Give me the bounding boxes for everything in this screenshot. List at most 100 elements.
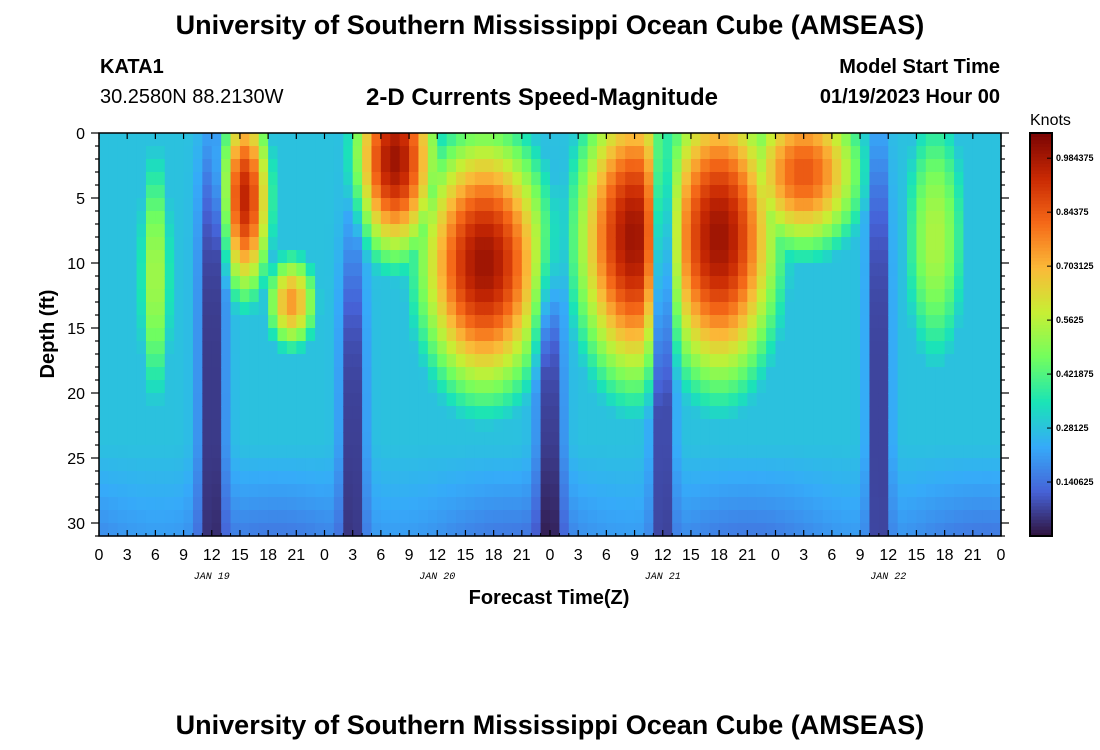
heat-cell <box>559 211 570 225</box>
heat-cell <box>493 276 504 290</box>
heat-cell <box>315 445 326 459</box>
heat-cell <box>634 328 645 342</box>
heat-cell <box>174 224 185 238</box>
heat-cell <box>305 224 316 238</box>
heat-cell <box>709 263 720 277</box>
heat-cell <box>803 393 814 407</box>
heat-cell <box>380 185 391 199</box>
heat-cell <box>813 276 824 290</box>
heat-cell <box>315 276 326 290</box>
heat-cell <box>268 432 279 446</box>
heat-cell <box>672 172 683 186</box>
heat-cell <box>822 458 833 472</box>
colorbar-segment <box>1030 374 1052 379</box>
heat-cell <box>803 263 814 277</box>
heat-cell <box>681 484 692 498</box>
heat-cell <box>606 146 617 160</box>
heat-cell <box>164 341 175 355</box>
heat-cell <box>972 406 983 420</box>
heat-cell <box>99 302 109 316</box>
colorbar-segment <box>1030 284 1052 289</box>
heat-cell <box>803 484 814 498</box>
heat-cell <box>719 497 730 511</box>
heat-cell <box>155 445 166 459</box>
heat-cell <box>174 302 185 316</box>
heat-cell <box>503 237 514 251</box>
heat-cell <box>446 289 457 303</box>
heat-cell <box>343 471 354 485</box>
heat-cell <box>427 289 438 303</box>
heat-cell <box>305 354 316 368</box>
heat-cell <box>305 406 316 420</box>
heat-cell <box>559 523 570 537</box>
heat-cell <box>239 419 250 433</box>
heat-cell <box>662 198 673 212</box>
heat-cell <box>662 419 673 433</box>
heat-cell <box>860 289 871 303</box>
heat-cell <box>230 263 241 277</box>
heat-cell <box>587 354 598 368</box>
heat-cell <box>221 133 232 147</box>
heat-cell <box>211 419 222 433</box>
heat-cell <box>324 289 335 303</box>
heat-cell <box>559 172 570 186</box>
heat-cell <box>474 146 485 160</box>
heat-cell <box>944 263 955 277</box>
heat-cell <box>672 458 683 472</box>
heat-cell <box>681 510 692 524</box>
heat-cell <box>784 497 795 511</box>
heat-cell <box>813 185 824 199</box>
heat-cell <box>550 263 560 277</box>
heat-cell <box>803 432 814 446</box>
heat-cell <box>878 211 889 225</box>
heat-cell <box>860 432 871 446</box>
heat-cell <box>766 224 777 238</box>
heat-cell <box>728 302 739 316</box>
heat-cell <box>916 133 927 147</box>
heat-cell <box>174 289 185 303</box>
heat-cell <box>907 432 918 446</box>
heat-cell <box>540 432 551 446</box>
heat-cell <box>794 211 805 225</box>
heat-cell <box>822 484 833 498</box>
heat-cell <box>709 367 720 381</box>
heat-cell <box>371 523 382 537</box>
heat-cell <box>860 523 871 537</box>
heat-cell <box>446 471 457 485</box>
heat-cell <box>390 458 401 472</box>
heat-cell <box>615 211 626 225</box>
heat-cell <box>728 445 739 459</box>
heat-cell <box>136 471 147 485</box>
heat-cell <box>117 380 128 394</box>
heat-cell <box>850 250 861 264</box>
heat-cell <box>737 354 748 368</box>
heat-cell <box>944 471 955 485</box>
heat-cell <box>634 185 645 199</box>
heat-cell <box>192 224 203 238</box>
heat-cell <box>916 224 927 238</box>
heat-cell <box>681 289 692 303</box>
colorbar-segment <box>1030 529 1052 534</box>
heat-cell <box>446 159 457 173</box>
heat-cell <box>653 445 664 459</box>
heat-cell <box>286 328 297 342</box>
heat-cell <box>456 172 467 186</box>
heat-cell <box>333 367 344 381</box>
heat-cell <box>916 341 927 355</box>
heat-cell <box>456 419 467 433</box>
heat-cell <box>888 445 899 459</box>
heat-cell <box>277 198 288 212</box>
heat-cell <box>202 458 213 472</box>
heat-cell <box>540 471 551 485</box>
heat-cell <box>531 484 542 498</box>
heat-cell <box>474 302 485 316</box>
heat-cell <box>333 237 344 251</box>
heat-cell <box>108 445 119 459</box>
heat-cell <box>643 159 654 173</box>
heat-cell <box>709 237 720 251</box>
heat-cell <box>315 185 326 199</box>
heat-cell <box>268 250 279 264</box>
heat-cell <box>869 510 880 524</box>
colorbar-segment <box>1030 462 1052 467</box>
heat-cell <box>888 302 899 316</box>
